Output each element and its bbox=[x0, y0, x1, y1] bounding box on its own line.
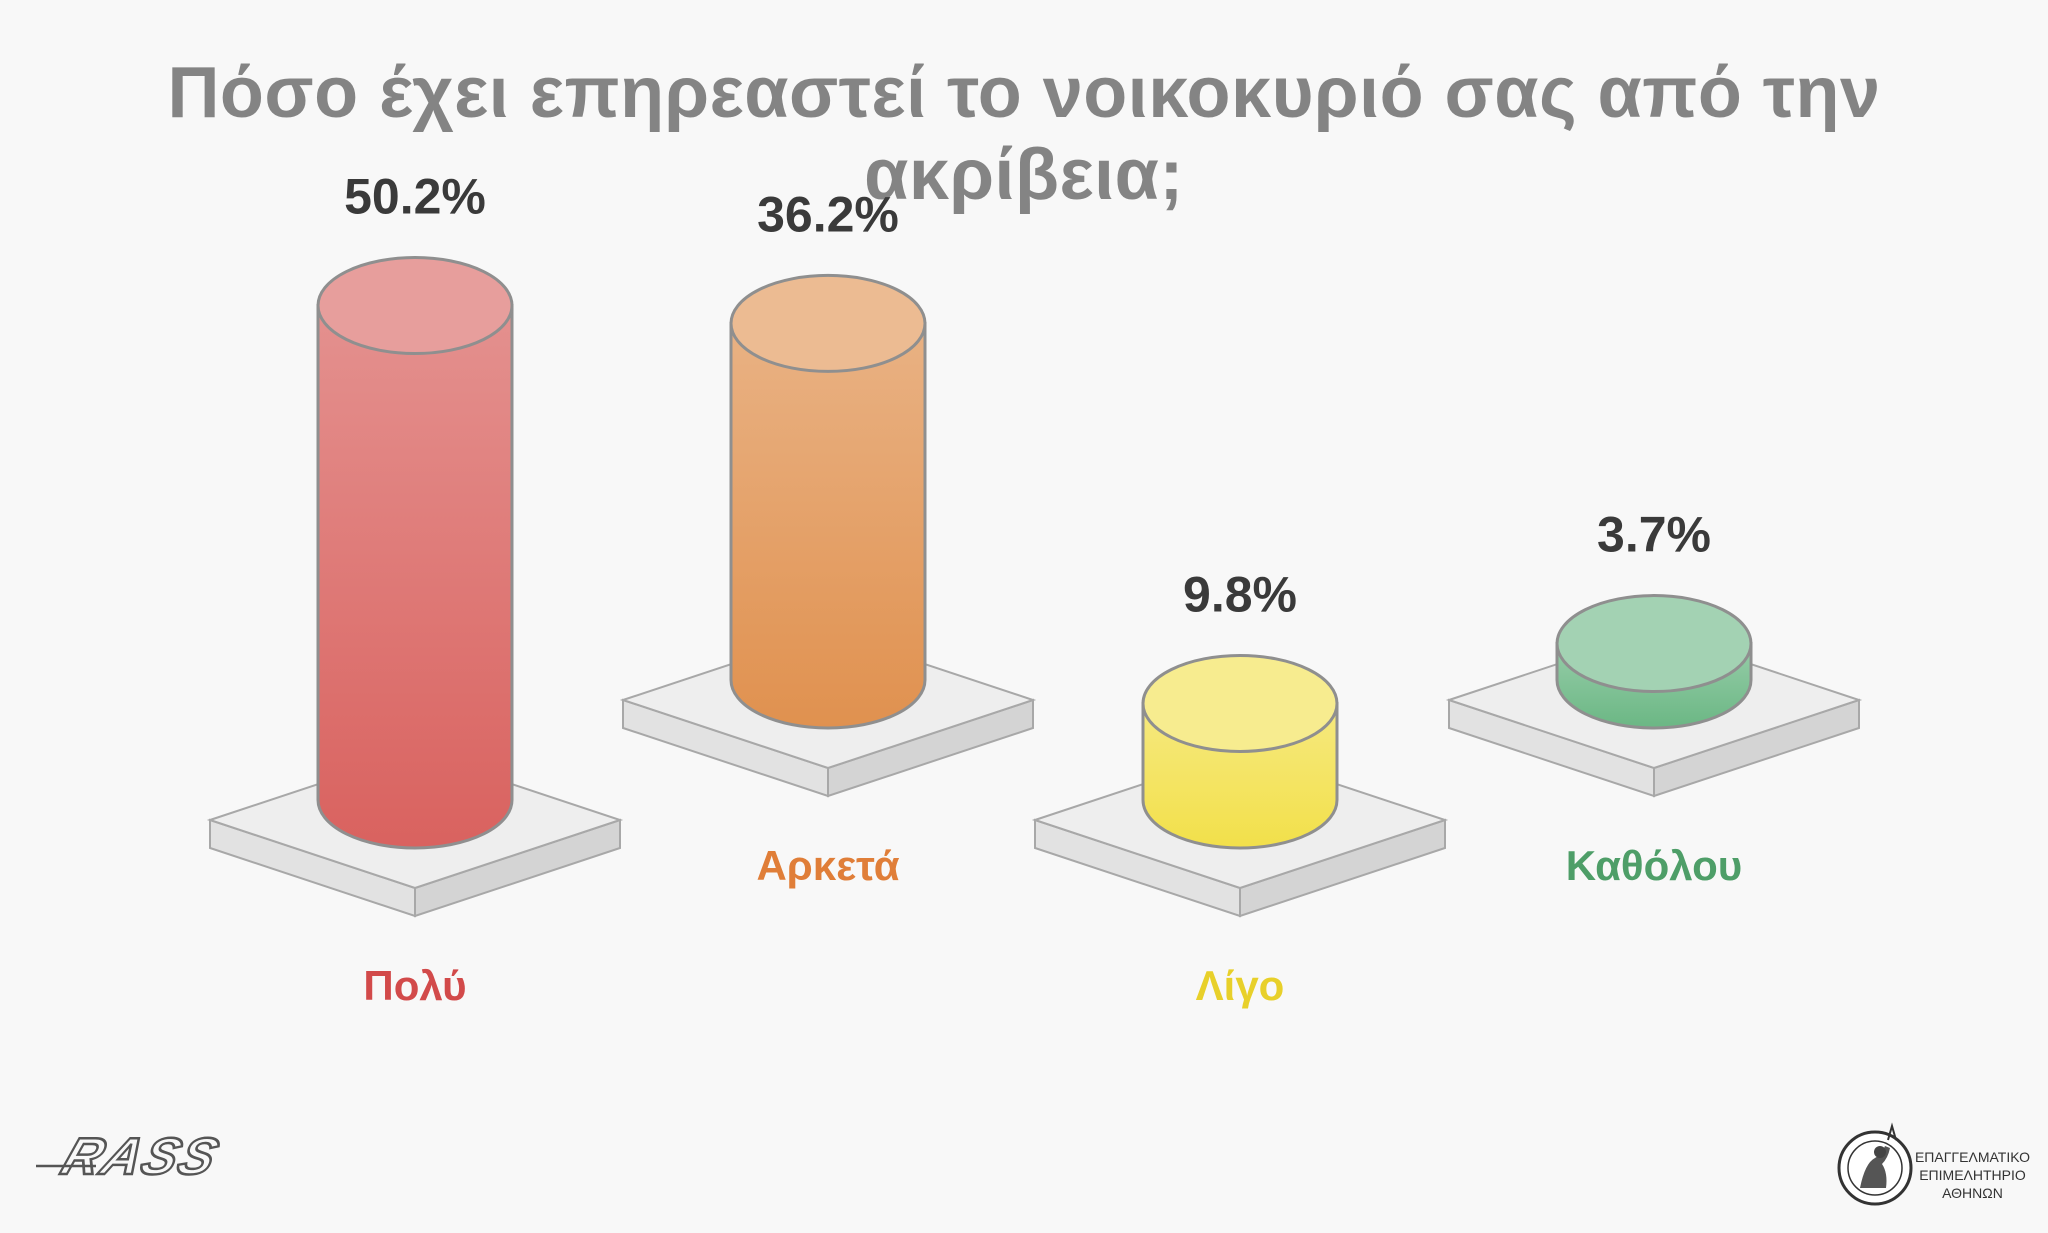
bar-group: 50.2% Πολύ bbox=[206, 169, 624, 1009]
value-label: 50.2% bbox=[344, 169, 486, 225]
chart-title: Πόσο έχει επηρεαστεί το νοικοκυριό σας α… bbox=[167, 53, 1881, 215]
category-label: Λίγο bbox=[1196, 962, 1285, 1009]
bar-top-cap bbox=[1141, 653, 1339, 753]
bar-top-cap bbox=[1555, 594, 1753, 694]
svg-text:RASS: RASS bbox=[54, 1128, 228, 1186]
chamber-seal-logo bbox=[1837, 1122, 1913, 1206]
value-label: 3.7% bbox=[1597, 507, 1711, 563]
bar-top-cap bbox=[729, 273, 927, 373]
bar-top-cap bbox=[316, 256, 514, 356]
chamber-name-line-1: ΕΠΑΓΓΕΛΜΑΤΙΚΟ bbox=[1914, 1149, 2031, 1165]
chamber-name-line-3: ΑΘΗΝΩΝ bbox=[1942, 1185, 2003, 1201]
bar bbox=[316, 304, 514, 850]
category-label: Πολύ bbox=[363, 962, 466, 1009]
bar-group: 3.7% Καθόλου bbox=[1445, 507, 1863, 889]
chamber-name: ΕΠΑΓΓΕΛΜΑΤΙΚΟ ΕΠΙΜΕΛΗΤΗΡΙΟ ΑΘΗΝΩΝ bbox=[1910, 1148, 2035, 1202]
value-label: 9.8% bbox=[1183, 566, 1297, 622]
bar bbox=[729, 321, 927, 730]
bar-group: 9.8% Λίγο bbox=[1031, 566, 1449, 1009]
chamber-name-line-2: ΕΠΙΜΕΛΗΤΗΡΙΟ bbox=[1919, 1167, 2026, 1183]
value-label: 36.2% bbox=[757, 186, 899, 242]
category-label: Αρκετά bbox=[756, 842, 899, 889]
bar-group: 36.2% Αρκετά bbox=[619, 186, 1037, 889]
rass-logo: RASS bbox=[36, 1126, 229, 1186]
category-label: Καθόλου bbox=[1566, 842, 1743, 889]
